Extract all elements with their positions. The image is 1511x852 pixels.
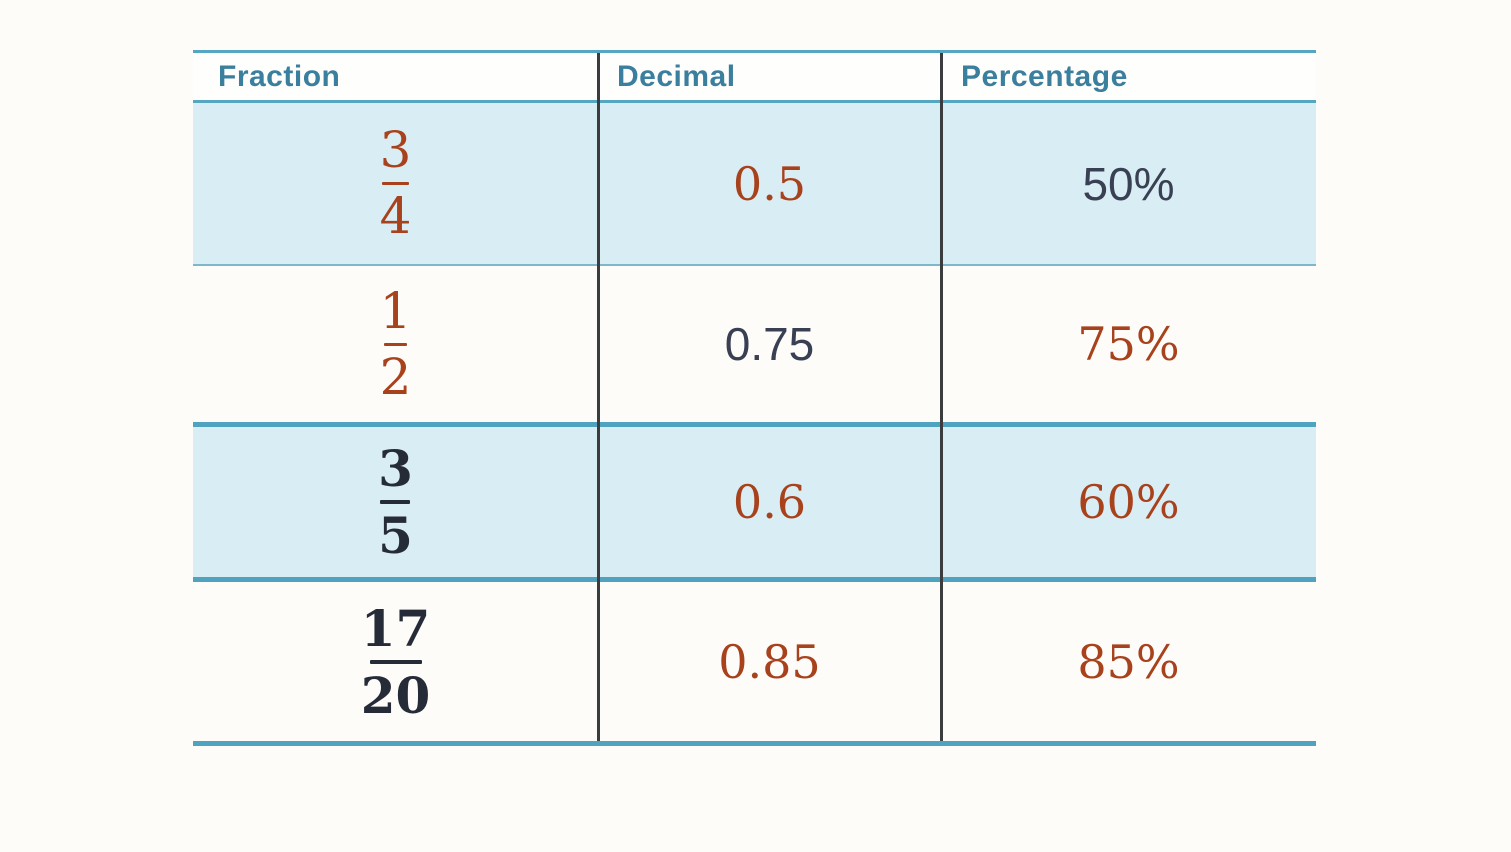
table-row: 3 5 0.6 60% [193,427,1316,582]
fraction-cell: 3 5 [193,427,598,577]
fraction-cell: 17 20 [193,582,598,741]
percentage-value: 75% [1077,317,1180,371]
column-header-fraction: Fraction [218,59,341,93]
fraction-decimal-percentage-table: Fraction Decimal Percentage 3 4 0.5 50% … [193,50,1316,746]
column-header-percentage: Percentage [961,59,1128,93]
fraction-cell: 3 4 [193,103,598,264]
fraction-denominator: 5 [378,506,413,565]
column-divider [597,53,600,741]
table-row: 3 4 0.5 50% [193,103,1316,266]
fraction-bar [382,182,409,185]
fraction-denominator: 20 [360,665,431,725]
percentage-cell: 75% [941,266,1316,422]
fraction-cell: 1 2 [193,266,598,422]
decimal-value: 0.6 [732,475,807,529]
percentage-value: 60% [1077,475,1180,529]
column-header-decimal: Decimal [617,59,736,93]
fraction-value: 1 2 [379,281,412,406]
fraction-numerator: 3 [379,121,412,179]
decimal-value: 0.5 [732,156,807,211]
percentage-value: 85% [1077,634,1180,689]
fraction-denominator: 2 [379,347,412,406]
table-row: 1 2 0.75 75% [193,266,1316,427]
fraction-numerator: 17 [360,598,431,658]
fraction-denominator: 4 [379,187,412,245]
decimal-value: 0.85 [718,634,821,689]
percentage-cell: 50% [941,103,1316,264]
fraction-value: 3 4 [380,125,412,242]
decimal-cell: 0.5 [598,103,941,264]
percentage-cell: 60% [941,427,1316,577]
fraction-value: 17 20 [361,603,431,721]
fraction-numerator: 3 [378,439,413,498]
percentage-value: 50% [1082,157,1175,210]
column-divider [940,53,943,741]
percentage-cell: 85% [941,582,1316,741]
decimal-cell: 0.6 [598,427,941,577]
fraction-bar [369,659,422,664]
table-header-row: Fraction Decimal Percentage [193,53,1316,103]
table-row: 17 20 0.85 85% [193,582,1316,741]
fraction-numerator: 1 [379,281,412,340]
decimal-cell: 0.85 [598,582,941,741]
fraction-bar [380,500,411,504]
decimal-value: 0.75 [724,318,815,370]
decimal-cell: 0.75 [598,266,941,422]
fraction-bar [384,342,407,346]
fraction-value: 3 5 [378,443,413,561]
